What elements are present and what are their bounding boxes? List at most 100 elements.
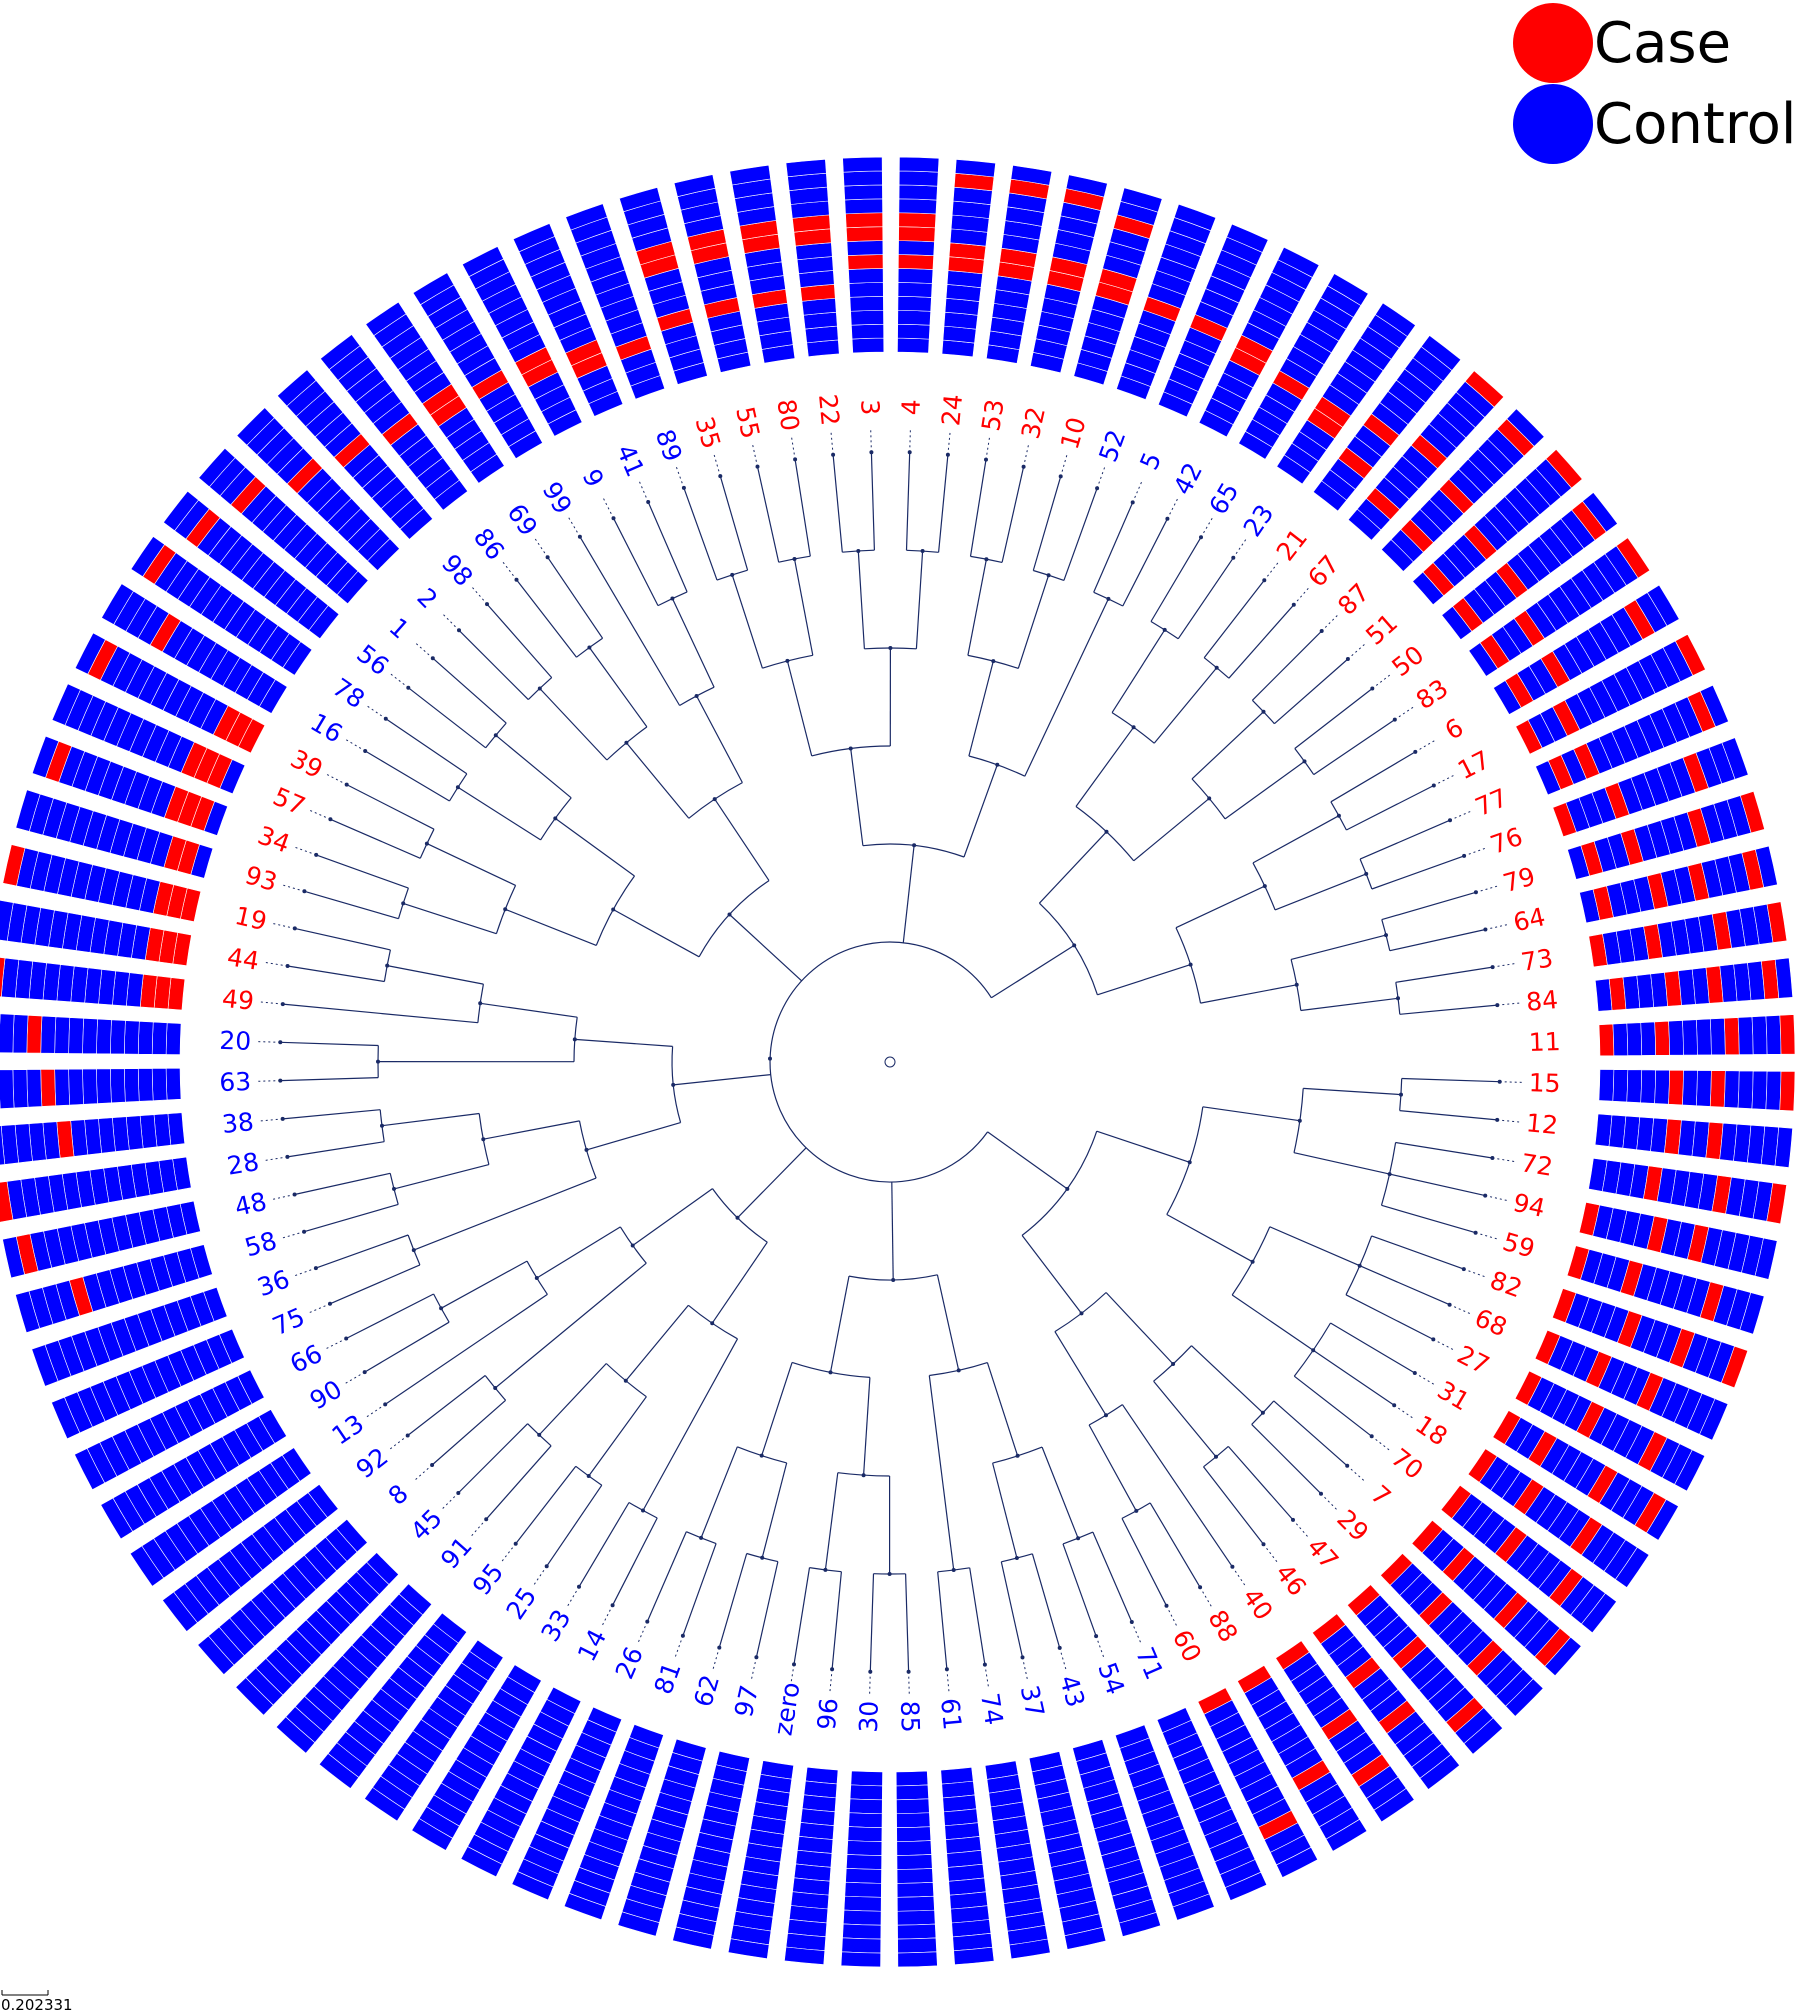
heatmap-wedge-49 <box>0 957 186 1011</box>
tree-branch <box>673 1074 771 1086</box>
tree-branch <box>870 452 875 551</box>
heatmap-cell <box>0 1181 14 1223</box>
leaf-label-84: 84 <box>1525 985 1559 1017</box>
tree-branch <box>458 629 529 701</box>
heatmap-cell <box>1696 1070 1712 1107</box>
leaf-leader <box>675 466 685 489</box>
heatmap-cell <box>846 1854 882 1870</box>
heatmap-wedge-4 <box>897 156 940 354</box>
tree-branch <box>612 1517 658 1606</box>
heatmap-cell <box>1615 537 1651 579</box>
heatmap-cell <box>1654 1020 1670 1056</box>
heatmap-cell <box>68 1068 84 1106</box>
heatmap-cell <box>843 184 883 201</box>
heatmap-wedge-88 <box>1237 1665 1368 1852</box>
tree-branch <box>831 1571 842 1670</box>
leaf-leader <box>442 613 460 631</box>
heatmap-wedge-7 <box>1411 1519 1582 1677</box>
heatmap-wedge-48 <box>2 1200 201 1279</box>
heatmap-cell <box>130 536 165 578</box>
leaf-label-65: 65 <box>1203 477 1244 519</box>
tree-branch <box>647 501 688 593</box>
tree-branch <box>671 598 715 688</box>
heatmap-cell <box>365 301 407 337</box>
leaf-leader <box>1023 444 1030 467</box>
tree-branch <box>902 845 915 943</box>
leaf-leader <box>637 1621 648 1643</box>
tree-branch <box>711 1241 768 1324</box>
leaf-label-55: 55 <box>730 404 765 441</box>
leaf-leader <box>441 1492 459 1510</box>
leaf-label-72: 72 <box>1519 1148 1555 1182</box>
tree-branch <box>280 1077 379 1082</box>
heatmap-cell <box>851 323 884 340</box>
leaf-leader <box>1394 706 1415 721</box>
tree-branch <box>832 454 843 553</box>
heatmap-cell <box>137 1068 154 1102</box>
heatmap-cell <box>896 1826 932 1842</box>
tree-branch <box>385 718 468 775</box>
tree-branch <box>504 908 597 946</box>
heatmap-cell <box>1739 790 1765 834</box>
heatmap-wedge-9 <box>461 246 583 437</box>
tree-branch <box>967 559 987 656</box>
leaf-label-60: 60 <box>1167 1625 1207 1667</box>
heatmap-wedge-66 <box>74 1369 265 1491</box>
leaf-label-91: 91 <box>435 1531 478 1574</box>
tree-branch <box>829 1275 850 1373</box>
heatmap-cell <box>82 1068 98 1105</box>
heatmap-wedge-81 <box>563 1724 664 1921</box>
tree-branch <box>761 1362 793 1456</box>
tree-branch <box>1269 1226 1360 1267</box>
heatmap-wedge-52 <box>1116 203 1217 400</box>
leaf-leader <box>1492 963 1516 968</box>
leaf-label-28: 28 <box>225 1147 261 1181</box>
tree-branch <box>1381 891 1477 921</box>
heatmap-wedge-57 <box>51 683 246 795</box>
leaf-leader <box>713 453 721 477</box>
tree-branch <box>632 1188 713 1246</box>
tree-branch <box>1063 487 1098 581</box>
tree-branch <box>330 818 421 859</box>
heatmap-wedge-85 <box>895 1770 938 1968</box>
leaf-leader <box>1371 1435 1391 1451</box>
leaf-label-3: 3 <box>855 399 884 416</box>
leaf-leader <box>1433 1338 1455 1351</box>
heatmap-cell <box>74 632 106 675</box>
tree-branch <box>431 1399 506 1466</box>
heatmap-cell <box>1674 1449 1706 1492</box>
heatmap-cell <box>848 268 884 284</box>
tree-node <box>768 1056 772 1061</box>
leaf-label-16: 16 <box>305 708 347 749</box>
leaf-label-43: 43 <box>1054 1672 1091 1711</box>
leaf-leader <box>309 809 331 820</box>
leaf-label-35: 35 <box>689 413 726 452</box>
heatmap-cell <box>1505 1678 1544 1717</box>
leaf-leader <box>984 1664 989 1688</box>
tree-branch <box>1088 1424 1137 1512</box>
heatmap-cell <box>849 1784 883 1801</box>
heatmap-cell <box>841 1937 882 1954</box>
heatmap-cell <box>1774 1126 1793 1168</box>
tree-branch <box>928 1375 955 1571</box>
heatmap-cell <box>898 184 938 201</box>
leaf-label-88: 88 <box>1202 1605 1243 1647</box>
tree-branch <box>1121 1404 1233 1568</box>
leaf-leader <box>1449 810 1472 821</box>
heatmap-cell <box>275 1716 316 1754</box>
heatmap-wedge-68 <box>1534 1329 1729 1441</box>
tree-branch <box>1371 1235 1465 1270</box>
tree-branch <box>457 786 541 841</box>
tree-branch <box>1097 964 1191 996</box>
tree-branch <box>786 660 813 757</box>
leaf-label-24: 24 <box>936 393 968 427</box>
heatmap-cell <box>1065 174 1108 198</box>
leaf-label-44: 44 <box>225 942 261 976</box>
tree-branch <box>432 657 507 724</box>
leaf-label-26: 26 <box>610 1643 649 1684</box>
heatmap-cell <box>165 1067 182 1101</box>
heatmap-wedge-16 <box>101 583 288 714</box>
heatmap-wedge-70 <box>1440 1484 1617 1634</box>
heatmap-cell <box>897 268 934 284</box>
legend-case-marker <box>1513 3 1593 83</box>
